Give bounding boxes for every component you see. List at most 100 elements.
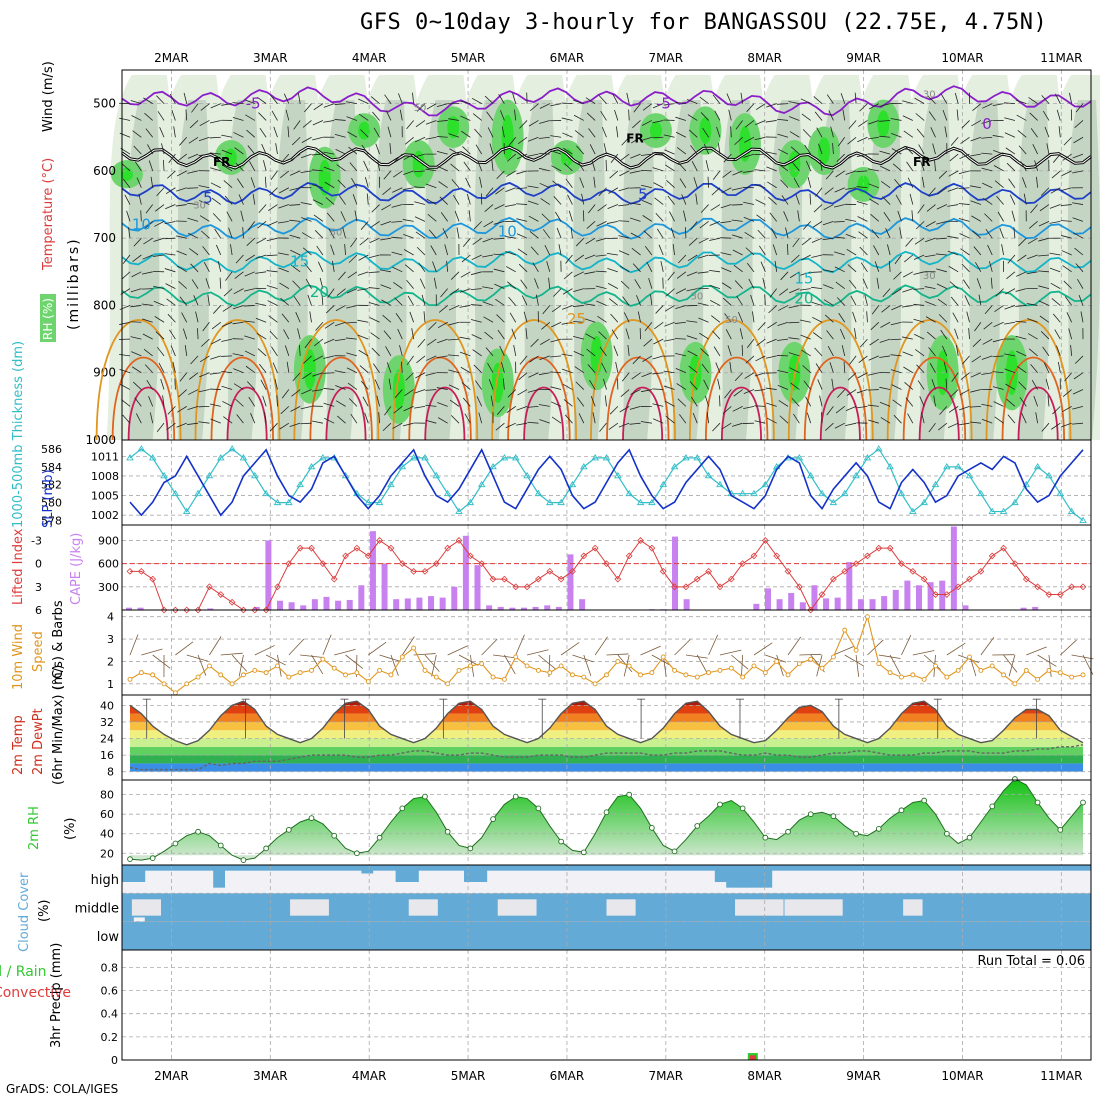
legend-wind-label: Wind (m/s) [41,61,56,132]
wind-barb [157,346,165,357]
wind-barb [589,379,596,390]
wind-barb [632,355,641,365]
wind-barb [211,197,221,205]
cloud-high-bar-83 [1068,865,1080,871]
wind-barb [1020,161,1027,172]
lifted-point-43 [614,575,622,583]
lifted-point-40 [580,552,588,560]
wind-barb [412,92,415,104]
wind-barb [774,260,778,272]
wind-barb [936,220,947,225]
wind-barb [1018,381,1027,390]
thickness-point-72 [943,462,951,470]
wind-barb [606,220,618,224]
wind-barb [381,299,392,306]
wind-barb [846,389,857,396]
wind-barb [444,244,449,256]
wind-barb [484,331,494,340]
cloud-high-bar-71 [931,865,944,871]
wind-barb-10m [946,642,966,656]
wind-barb [738,311,744,323]
wind-barb [393,406,403,414]
wind-barb [301,136,312,143]
wind-barb [652,167,664,172]
cloud-middle-bar-73 [954,893,966,922]
wind-barb [744,136,755,143]
wind-barb [732,170,743,176]
wind-barb [788,321,800,324]
wind-barb [134,161,142,172]
wind-barb [573,99,584,105]
lifted-point-22 [376,537,383,544]
thickness-point-67 [886,462,894,470]
cloud-high-bar-21 [361,865,374,874]
wind-barb [507,389,517,398]
wind-barb [652,403,664,407]
wind-barb [187,202,199,205]
wind-barb [789,367,800,374]
wind-barb [1007,414,1016,424]
wind-barb [394,153,403,163]
wind-barb [890,354,902,357]
wind-barb [754,169,766,172]
wind-barb [232,305,244,310]
wind-barb [852,311,857,323]
wind-barb [942,110,948,121]
wind-barb [879,355,891,358]
wind-barb [925,301,936,306]
wind-barb [475,144,483,155]
wind-barb [678,254,687,264]
wind-barb [743,216,755,222]
wind-barb [1060,235,1072,239]
cloud-low-bar-13 [270,921,282,950]
wind-barb [518,372,528,381]
cloud-high-bar-35 [521,865,533,871]
wind-barb [488,379,494,390]
wind-barb [754,136,766,141]
wind-barb [564,414,573,424]
wind-barb [430,245,437,256]
wind-barb [403,249,414,256]
wind10m-point-43 [615,658,621,664]
wind-barb [843,361,846,373]
wind-barb [1046,143,1050,155]
wind10m-point-16 [309,667,314,673]
wind-barb [313,214,324,222]
wind-barb [686,99,698,105]
precip-axis-label: 3hr Precip (mm) [49,943,64,1048]
wind-barb [289,187,301,191]
rh2m-point-50 [694,823,701,829]
wind-barb [243,320,255,323]
wind-barb [325,197,335,205]
wind-barb [720,220,732,224]
wind-barb [505,250,516,256]
cloud-high-bar-56 [760,865,773,888]
cape-bar-60 [823,598,830,610]
wind-barb [548,277,551,289]
wind-barb [425,389,437,391]
wind-barb [935,253,947,256]
wind-barb [421,294,426,306]
legend-rh-swatch [40,294,56,342]
wind-barb [766,166,777,172]
cloud-high-bar-29 [452,865,465,871]
wind-barb [199,372,210,378]
wind-barb [893,271,902,280]
wind-barb [134,397,142,407]
wind-barb [448,305,460,311]
lifted-point-25 [410,567,418,575]
wind-barb [221,385,233,390]
rh-wet-core-0 [120,167,133,181]
wind-barb [587,204,596,214]
cloud-gap-7 [903,899,923,916]
wind-barb [593,176,596,188]
wind-barb [511,328,517,340]
wind-barb [722,297,732,306]
wind-barb [1042,110,1050,121]
wind-barb [905,237,914,247]
wind-barb [976,278,982,289]
lifted-point-73 [954,583,962,591]
wind-barb [154,316,165,323]
wind-barb [642,215,653,222]
wind-barb [323,166,335,172]
